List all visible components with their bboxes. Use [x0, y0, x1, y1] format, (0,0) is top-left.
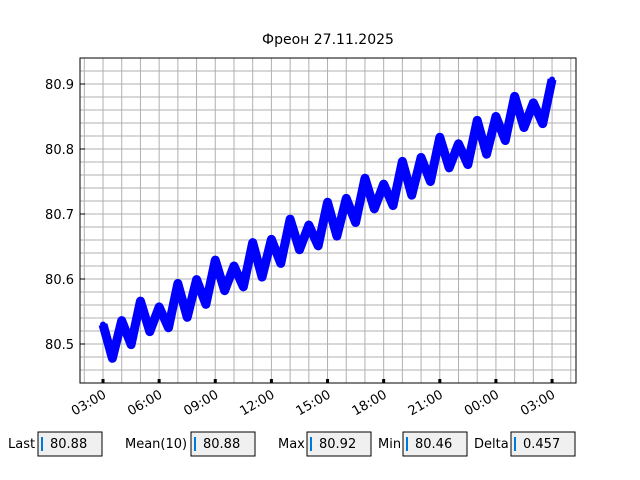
data-point: [539, 120, 546, 127]
data-point: [464, 161, 471, 168]
stat-label: Mean(10): [125, 437, 187, 452]
data-point: [118, 317, 125, 324]
x-tick: [494, 379, 498, 383]
data-point: [305, 222, 312, 229]
data-point: [202, 301, 209, 308]
data-point: [324, 199, 331, 206]
data-point: [520, 124, 527, 131]
data-point: [371, 205, 378, 212]
data-point: [268, 236, 275, 243]
stat-value: 80.92: [319, 437, 356, 452]
data-point: [436, 134, 443, 141]
data-point: [296, 246, 303, 253]
stat-label: Delta: [474, 437, 509, 452]
data-point: [343, 195, 350, 202]
stat-value: 80.88: [50, 437, 87, 452]
data-point: [352, 219, 359, 226]
data-point: [492, 113, 499, 120]
y-tick-label: 80.8: [45, 143, 74, 158]
data-point: [165, 324, 172, 331]
data-point: [240, 283, 247, 290]
data-point: [408, 192, 415, 199]
data-point: [399, 158, 406, 165]
x-tick: [213, 379, 217, 383]
data-point: [333, 233, 340, 240]
data-point: [502, 137, 509, 144]
data-point: [511, 93, 518, 100]
stat-field[interactable]: [306, 431, 372, 457]
data-point: [128, 341, 135, 348]
x-tick: [438, 379, 442, 383]
data-point: [287, 216, 294, 223]
data-point: [474, 117, 481, 124]
data-point: [380, 181, 387, 188]
data-point: [174, 280, 181, 287]
data-point: [212, 257, 219, 264]
data-point: [230, 263, 237, 269]
data-point: [156, 303, 163, 310]
y-tick-label: 80.7: [45, 208, 74, 223]
data-point: [146, 328, 153, 335]
data-point: [277, 260, 284, 267]
data-point: [483, 151, 490, 158]
stat-field[interactable]: [37, 431, 103, 457]
stat-field[interactable]: [402, 431, 468, 457]
x-tick: [550, 379, 554, 383]
plot-frame: [79, 57, 577, 384]
stat-value: 80.46: [415, 437, 452, 452]
data-point: [193, 276, 200, 283]
stat-label: Min: [378, 437, 401, 452]
data-point: [446, 164, 453, 171]
stat-label: Last: [8, 437, 35, 452]
x-tick: [101, 379, 105, 383]
stat-label: Max: [278, 437, 305, 452]
chart-title: Фреон 27.11.2025: [262, 32, 394, 48]
x-tick: [326, 379, 330, 383]
stat-value: 80.88: [203, 437, 240, 452]
data-point: [549, 76, 556, 83]
x-tick: [382, 379, 386, 383]
data-point: [530, 99, 537, 106]
data-point: [361, 175, 368, 182]
stat-value: 0.457: [523, 437, 560, 452]
y-tick-label: 80.6: [45, 273, 74, 288]
data-point: [184, 314, 191, 321]
stat-field[interactable]: [190, 431, 256, 457]
data-point: [249, 239, 256, 246]
y-tick-label: 80.5: [45, 338, 74, 353]
data-point: [137, 298, 144, 305]
x-tick: [269, 379, 273, 383]
data-point: [455, 140, 462, 147]
data-point: [221, 287, 228, 294]
data-point: [427, 178, 434, 185]
y-tick-label: 80.9: [45, 78, 74, 93]
data-point: [315, 242, 322, 249]
data-point: [100, 321, 107, 328]
data-point: [109, 355, 116, 362]
data-point: [259, 274, 266, 281]
x-tick: [157, 379, 161, 383]
data-point: [390, 202, 397, 209]
data-point: [418, 154, 425, 161]
stat-field[interactable]: [510, 431, 576, 457]
